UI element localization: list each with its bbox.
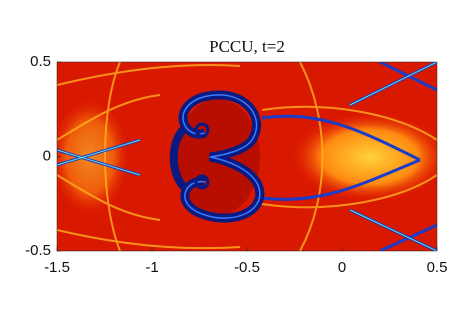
bright-region [57,97,130,217]
chart-title: PCCU, t=2 [209,37,285,56]
bright-region [290,112,437,202]
x-tick-label: -0.5 [234,259,260,276]
x-tick-label: -1.5 [44,259,70,276]
y-tick-label: 0.5 [30,53,51,70]
y-tick-label: -0.5 [25,242,51,259]
bubble [169,90,265,223]
x-tick-label: 0 [338,259,346,276]
x-tick-label: -1 [145,259,158,276]
shock-lines [57,62,437,251]
x-tick-label: 0.5 [427,259,448,276]
field [57,62,437,251]
wave-highlights [57,62,437,251]
y-tick-label: 0 [43,147,51,164]
